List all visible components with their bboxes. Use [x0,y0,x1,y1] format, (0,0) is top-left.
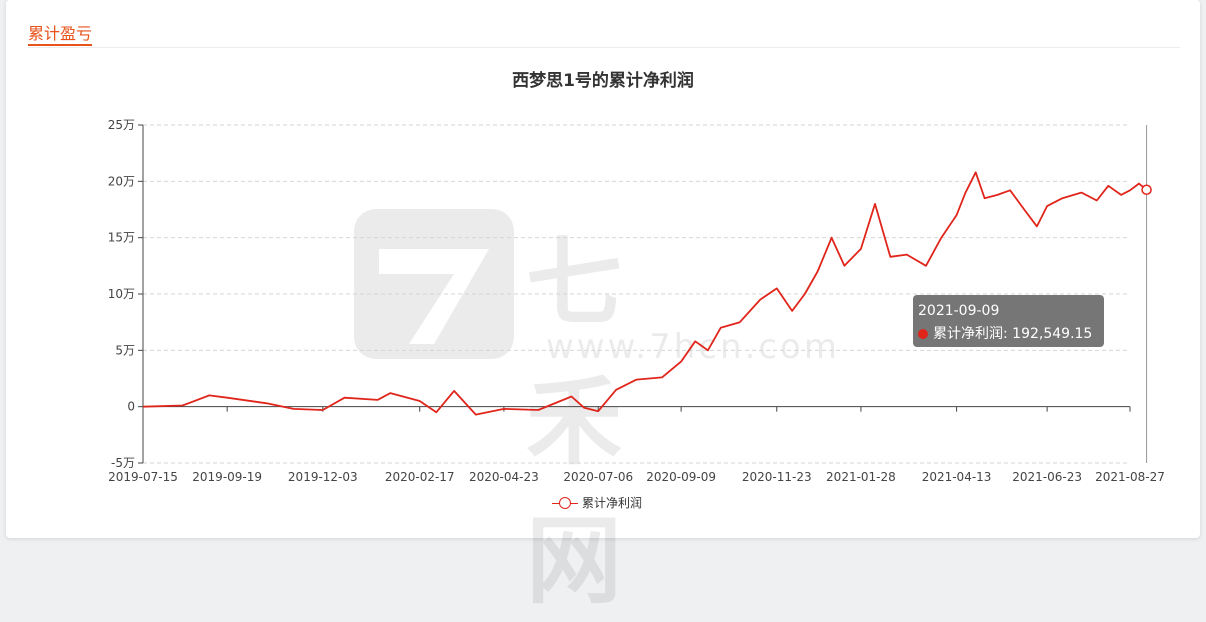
x-tick-label: 2020-04-23 [469,470,539,484]
section-title[interactable]: 累计盈亏 [28,25,93,46]
x-tick-label: 2020-09-09 [646,470,716,484]
chart-legend[interactable]: 累计净利润 [552,494,642,511]
y-tick-label: 5万 [115,343,135,357]
x-tick-label: 2019-12-03 [288,470,358,484]
x-tick-label: 2019-07-15 [108,470,178,484]
x-tick-label: 2021-01-28 [826,470,896,484]
legend-marker [552,496,578,510]
chart-tooltip: 2021-09-09 累计净利润: 192,549.15 [913,295,1104,347]
tooltip-row: 累计净利润: 192,549.15 [918,323,1092,343]
x-tick-label: 2019-09-19 [192,470,262,484]
section-divider [28,47,1180,48]
series-line-cumulative-pnl [142,171,1148,416]
series-color-dot [918,329,928,339]
x-tick-label: 2020-11-23 [742,470,812,484]
x-tick-label: 2021-08-27 [1095,470,1165,484]
y-tick-label: -5万 [111,456,135,470]
y-tick-label: 20万 [108,174,135,188]
x-tick-label: 2021-06-23 [1012,470,1082,484]
tooltip-value: 192,549.15 [1012,326,1093,342]
legend-label[interactable]: 累计净利润 [582,496,643,510]
tooltip-series-name: 累计净利润 [933,326,1003,342]
y-tick-label: 10万 [108,287,135,301]
chart-title: 西梦思1号的累计净利润 [512,71,694,91]
tooltip-date: 2021-09-09 [918,303,1000,319]
y-tick-label: 0 [127,400,135,414]
x-tick-label: 2020-02-17 [385,470,455,484]
y-tick-label: 15万 [108,231,135,245]
highlighted-point [1141,184,1152,195]
x-tick-label: 2020-07-06 [563,470,633,484]
x-tick-label: 2021-04-13 [922,470,992,484]
y-tick-label: 25万 [108,118,135,132]
